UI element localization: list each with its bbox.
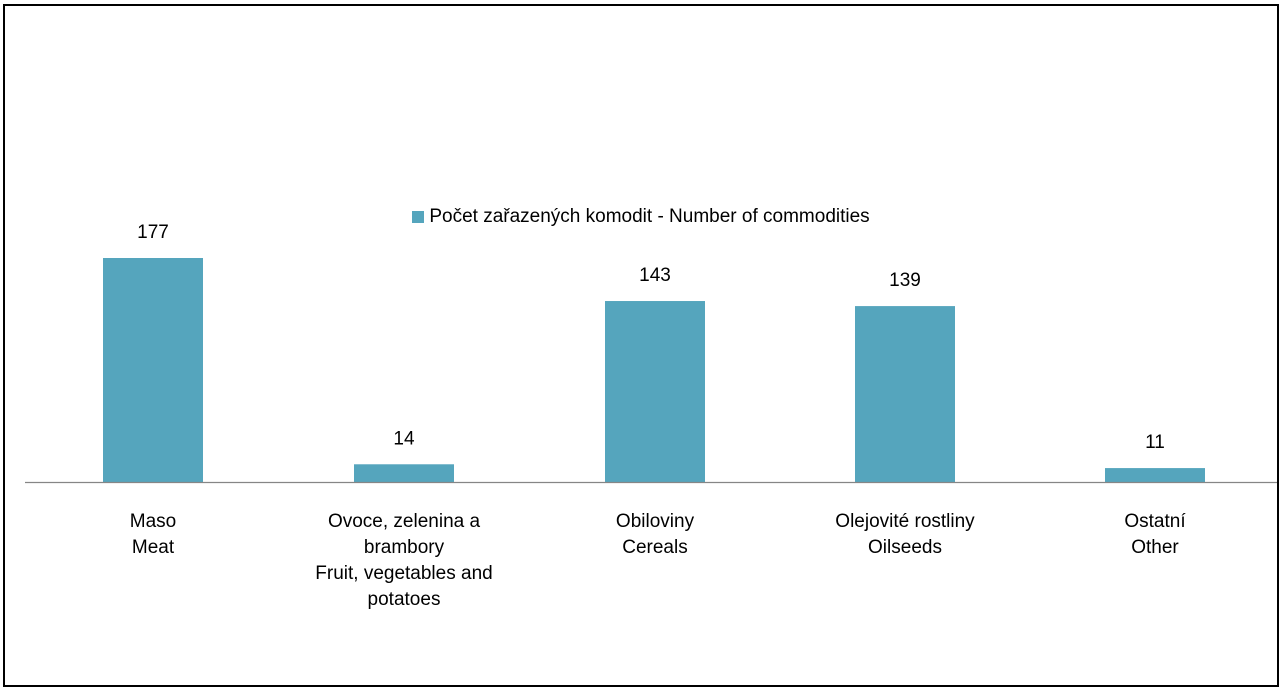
- bar-2: [605, 301, 705, 482]
- category-label-line: Other: [1131, 537, 1179, 558]
- data-label-3: 139: [889, 270, 921, 291]
- bar-chart: 177 Maso Meat 14 Ovoce, zelenina a brambory Fr…: [25, 222, 1277, 610]
- category-label-line: Cereals: [622, 537, 687, 558]
- data-label-1: 14: [393, 428, 415, 449]
- category-label-line: Ostatní: [1124, 511, 1186, 532]
- category-label-line: Olejovité rostliny: [835, 511, 975, 532]
- category-label-line: Oilseeds: [868, 537, 942, 558]
- category-label-4: Ostatní Other: [1124, 511, 1186, 558]
- data-label-4: 11: [1145, 432, 1165, 453]
- category-label-line: Maso: [130, 511, 176, 532]
- legend-label: Počet zařazených komodit - Number of com…: [429, 206, 870, 227]
- bar-0: [103, 258, 203, 482]
- category-label-line: Obiloviny: [616, 511, 695, 532]
- data-label-0: 177: [137, 222, 169, 243]
- category-label-line: potatoes: [368, 589, 441, 610]
- category-label-line: Ovoce, zelenina a: [328, 511, 481, 532]
- chart-frame: Počet zařazených komodit - Number of com…: [3, 4, 1279, 687]
- category-label-0: Maso Meat: [130, 511, 176, 558]
- category-label-2: Obiloviny Cereals: [616, 511, 695, 558]
- category-label-line: Fruit, vegetables and: [315, 563, 492, 584]
- bar-1: [354, 464, 454, 482]
- bar-4: [1105, 468, 1205, 482]
- bar-3: [855, 306, 955, 482]
- category-label-line: brambory: [364, 537, 445, 558]
- legend-swatch: [412, 211, 425, 223]
- category-label-1: Ovoce, zelenina a brambory Fruit, vegetabl…: [315, 511, 492, 610]
- legend: Počet zařazených komodit - Number of com…: [5, 206, 1277, 228]
- category-label-line: Meat: [132, 537, 175, 558]
- category-label-3: Olejovité rostliny Oilseeds: [835, 511, 975, 558]
- data-label-2: 143: [639, 265, 671, 286]
